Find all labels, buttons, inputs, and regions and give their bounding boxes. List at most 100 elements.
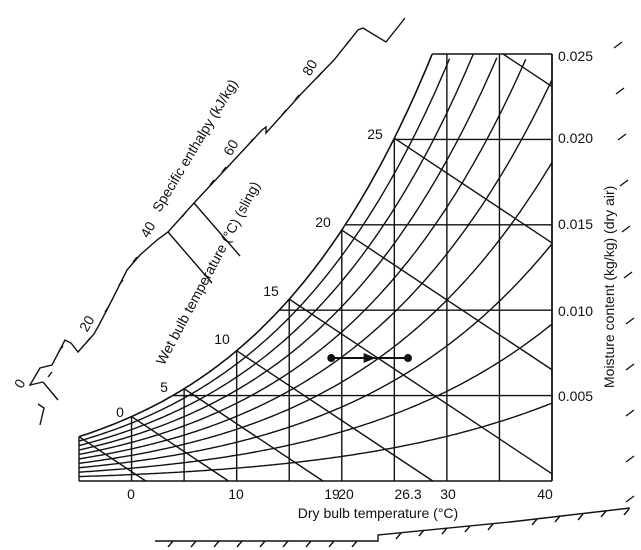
rh-curve-10	[78, 402, 553, 478]
y-tick-0-015: 0.015	[558, 216, 593, 232]
enthalpy-bottom-tick-14	[531, 518, 538, 526]
x-tick-10: 10	[228, 486, 244, 502]
enthalpy-bottom-tick-3	[236, 540, 243, 548]
enthalpy-minor-tick-0	[47, 371, 53, 378]
enthalpy-tick-40: 40	[137, 219, 159, 241]
enthalpy-tick-20: 20	[76, 313, 98, 335]
wet-bulb-line-20	[341, 229, 553, 371]
enthalpy-bottom-tick-0	[167, 540, 174, 548]
rh-curve-60	[78, 59, 527, 456]
wet-bulb-line-30	[502, 53, 553, 88]
rh-curve-20	[78, 323, 553, 473]
enthalpy-bottom-line	[155, 507, 631, 542]
x-tick-20: 20	[338, 486, 354, 502]
chart-grid	[78, 53, 553, 482]
enthalpy-guide-2	[193, 202, 241, 257]
enthalpy-tick-60: 60	[220, 137, 242, 159]
wet-bulb-tick-0: 0	[116, 404, 124, 420]
wet-bulb-label: Wet bulb temperature (°C) (sling)	[153, 179, 264, 368]
enthalpy-minor-tick-3	[104, 305, 110, 313]
rh-curve-70	[78, 57, 498, 451]
wet-bulb-tick-20: 20	[315, 214, 331, 230]
right-scale-tick-3	[619, 179, 629, 187]
enthalpy-minor-tick-13	[345, 39, 351, 46]
wet-bulb-tick-25: 25	[367, 126, 383, 142]
right-scale-tick-1	[615, 87, 625, 95]
enthalpy-bottom-tick-6	[305, 540, 312, 548]
enthalpy-left-tick	[37, 403, 45, 426]
process-start-point	[327, 354, 336, 363]
enthalpy-bottom-tick-12	[464, 525, 471, 533]
rh-curve-90	[78, 58, 451, 442]
right-scale-tick-5	[623, 271, 633, 279]
rh-curve-40	[78, 162, 553, 464]
enthalpy-guide-1	[167, 231, 213, 284]
chart-marks	[327, 353, 412, 364]
y-tick-0-005: 0.005	[558, 388, 593, 404]
rh-curve-50	[78, 79, 553, 460]
enthalpy-bottom-tick-11	[441, 527, 448, 535]
right-scale-tick-4	[621, 225, 631, 233]
process-end-point	[403, 354, 412, 363]
x-axis-label: Dry bulb temperature (°C)	[298, 505, 458, 521]
x-tick-0: 0	[127, 486, 135, 502]
right-scale-tick-6	[625, 317, 635, 325]
enthalpy-bottom-tick-5	[282, 540, 289, 548]
enthalpy-bottom-tick-9	[395, 532, 402, 540]
right-scale-tick-7	[625, 363, 635, 371]
enthalpy-minor-tick-9	[248, 138, 254, 145]
y-tick-0-020: 0.020	[558, 130, 593, 146]
rh-curve-30	[78, 243, 553, 469]
enthalpy-staircase	[28, 17, 406, 387]
enthalpy-minor-tick-1	[58, 345, 64, 352]
wet-bulb-line-10	[236, 350, 434, 482]
enthalpy-bottom-tick-16	[577, 513, 584, 521]
enthalpy-scale	[28, 17, 635, 548]
right-scale-tick-9	[625, 455, 635, 463]
right-scale-tick-8	[625, 409, 635, 417]
process-arrow	[363, 353, 376, 364]
wet-bulb-tick-10: 10	[214, 331, 230, 347]
x-tick-40: 40	[537, 486, 553, 502]
enthalpy-bottom-tick-17	[600, 510, 607, 518]
right-scale-tick-10	[625, 495, 635, 503]
enthalpy-bottom-tick-8	[351, 540, 358, 548]
right-scale-tick-0	[613, 41, 623, 49]
wet-bulb-line-15	[288, 298, 553, 475]
x-tick-19: 19	[324, 486, 340, 502]
wet-bulb-line-25	[393, 137, 553, 244]
wet-bulb-line-5	[183, 388, 324, 482]
y-axis-label: Moisture content (kg/kg) (dry air)	[601, 186, 617, 388]
enthalpy-bottom-tick-1	[190, 540, 197, 548]
enthalpy-minor-tick-6	[181, 211, 187, 218]
enthalpy-minor-tick-11	[294, 94, 300, 101]
enthalpy-bottom-tick-7	[328, 540, 335, 548]
enthalpy-minor-tick-10	[281, 109, 287, 116]
wet-bulb-line-0	[131, 415, 229, 482]
wet-bulb-tick-15: 15	[263, 283, 279, 299]
enthalpy-minor-tick-7	[209, 179, 215, 186]
enthalpy-minor-tick-5	[132, 256, 138, 263]
enthalpy-tick-80: 80	[299, 57, 321, 79]
wet-bulb-line--5	[78, 436, 147, 482]
x-tick-26-3: 26.3	[394, 486, 421, 502]
x-tick-30: 30	[440, 486, 456, 502]
enthalpy-bottom-tick-15	[554, 515, 561, 523]
saturation-curve	[78, 53, 433, 438]
y-tick-0-010: 0.010	[558, 303, 593, 319]
enthalpy-minor-tick-4	[118, 279, 124, 286]
enthalpy-minor-tick-8	[221, 166, 227, 173]
rh-curve-80	[78, 54, 474, 447]
enthalpy-minor-tick-2	[85, 337, 91, 344]
enthalpy-minor-tick-12	[317, 71, 323, 78]
enthalpy-bottom-tick-4	[259, 540, 266, 548]
enthalpy-bottom-tick-2	[213, 540, 220, 548]
y-tick-0-025: 0.025	[558, 48, 593, 64]
enthalpy-tick-0: 0	[11, 376, 29, 391]
enthalpy-bottom-tick-18	[623, 508, 630, 516]
enthalpy-left-hook	[42, 381, 59, 401]
enthalpy-bottom-tick-10	[418, 529, 425, 537]
enthalpy-bottom-tick-13	[487, 523, 494, 531]
right-scale-tick-2	[617, 133, 627, 141]
